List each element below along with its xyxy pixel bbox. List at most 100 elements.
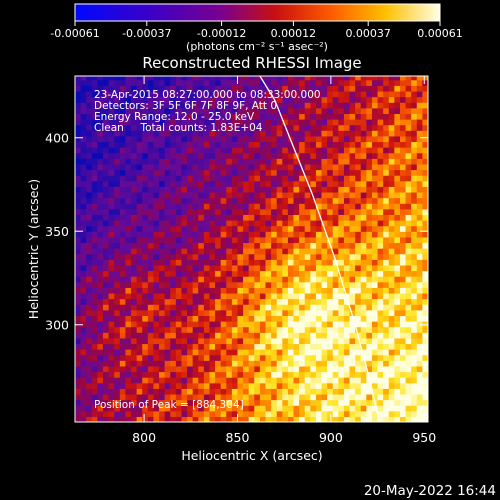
heatmap-cell bbox=[366, 371, 373, 378]
heatmap-cell bbox=[310, 326, 317, 333]
heatmap-cell bbox=[265, 410, 272, 417]
heatmap-cell bbox=[360, 141, 367, 148]
heatmap-cell bbox=[265, 225, 272, 232]
heatmap-cell bbox=[299, 76, 306, 81]
heatmap-cell bbox=[355, 169, 362, 176]
heatmap-cell bbox=[366, 337, 373, 345]
heatmap-cell bbox=[131, 298, 138, 305]
heatmap-cell bbox=[287, 405, 295, 412]
heatmap-cell bbox=[80, 326, 87, 333]
heatmap-cell bbox=[287, 365, 295, 373]
heatmap-cell bbox=[411, 399, 418, 406]
heatmap-cell bbox=[125, 107, 132, 115]
heatmap-cell bbox=[338, 309, 345, 316]
heatmap-cell bbox=[360, 208, 367, 215]
heatmap-cell bbox=[254, 410, 261, 417]
heatmap-cell bbox=[175, 107, 183, 115]
heatmap-cell bbox=[388, 253, 395, 260]
heatmap-cell bbox=[142, 304, 149, 311]
heatmap-cell bbox=[142, 85, 149, 92]
heatmap-cell bbox=[237, 315, 244, 322]
heatmap-cell bbox=[265, 203, 272, 210]
heatmap-cell bbox=[405, 377, 412, 384]
heatmap-cell bbox=[388, 152, 395, 159]
heatmap-cell bbox=[416, 309, 423, 316]
heatmap-cell bbox=[220, 220, 227, 227]
heatmap-cell bbox=[349, 197, 356, 204]
heatmap-cell bbox=[80, 270, 87, 277]
heatmap-cell bbox=[366, 343, 373, 350]
heatmap-cell bbox=[125, 371, 132, 378]
heatmap-cell bbox=[114, 248, 121, 255]
heatmap-cell bbox=[293, 180, 300, 187]
heatmap-cell bbox=[422, 197, 428, 204]
heatmap-cell bbox=[75, 416, 82, 422]
heatmap-cell bbox=[136, 337, 143, 345]
heatmap-cell bbox=[114, 197, 121, 204]
heatmap-cell bbox=[371, 113, 379, 120]
heatmap-cell bbox=[299, 242, 306, 249]
heatmap-cell bbox=[209, 304, 216, 311]
heatmap-cell bbox=[86, 377, 93, 384]
heatmap-cell bbox=[399, 304, 407, 311]
heatmap-cell bbox=[75, 270, 82, 277]
heatmap-cell bbox=[170, 130, 177, 137]
heatmap-cell bbox=[164, 113, 171, 120]
heatmap-cell bbox=[125, 298, 132, 305]
heatmap-cell bbox=[371, 130, 379, 137]
heatmap-cell bbox=[86, 410, 93, 417]
heatmap-cell bbox=[209, 354, 216, 361]
annotation-peak-position: Position of Peak = [884,304] bbox=[94, 399, 244, 411]
heatmap-cell bbox=[153, 214, 160, 221]
heatmap-cell bbox=[332, 416, 339, 422]
heatmap-cell bbox=[192, 388, 199, 395]
heatmap-cell bbox=[243, 175, 250, 182]
heatmap-cell bbox=[147, 107, 155, 115]
heatmap-cell bbox=[366, 90, 373, 98]
heatmap-cell bbox=[304, 276, 311, 283]
heatmap-cell bbox=[299, 270, 306, 277]
heatmap-cell bbox=[91, 292, 99, 300]
heatmap-cell bbox=[377, 371, 384, 378]
heatmap-cell bbox=[299, 382, 306, 389]
heatmap-cell bbox=[383, 253, 390, 260]
heatmap-cell bbox=[343, 326, 351, 333]
heatmap-cell bbox=[187, 270, 194, 277]
heatmap-cell bbox=[181, 102, 188, 109]
heatmap-cell bbox=[315, 124, 323, 131]
heatmap-cell bbox=[153, 332, 160, 339]
heatmap-cell bbox=[147, 191, 155, 199]
heatmap-cell bbox=[259, 349, 267, 356]
heatmap-cell bbox=[97, 354, 104, 361]
heatmap-cell bbox=[226, 236, 233, 244]
heatmap-cell bbox=[338, 242, 345, 249]
heatmap-cell bbox=[259, 152, 267, 159]
heatmap-cell bbox=[147, 158, 155, 165]
heatmap-cell bbox=[265, 130, 272, 137]
heatmap-cell bbox=[220, 191, 227, 199]
heatmap-cell bbox=[220, 270, 227, 277]
heatmap-cell bbox=[192, 85, 199, 92]
heatmap-cell bbox=[411, 135, 418, 143]
heatmap-cell bbox=[293, 253, 300, 260]
heatmap-cell bbox=[293, 354, 300, 361]
heatmap-cell bbox=[147, 175, 155, 182]
heatmap-cell bbox=[343, 371, 351, 378]
heatmap-cell bbox=[411, 186, 418, 193]
heatmap-cell bbox=[271, 119, 278, 126]
heatmap-cell bbox=[327, 147, 334, 154]
heatmap-cell bbox=[170, 76, 177, 81]
heatmap-cell bbox=[377, 197, 384, 204]
heatmap-cell bbox=[198, 259, 205, 266]
heatmap-cell bbox=[271, 203, 278, 210]
heatmap-cell bbox=[383, 180, 390, 187]
heatmap-cell bbox=[265, 79, 272, 86]
heatmap-cell bbox=[97, 326, 104, 333]
heatmap-cell bbox=[254, 405, 261, 412]
heatmap-cell bbox=[321, 79, 328, 86]
heatmap-cell bbox=[259, 377, 267, 384]
heatmap-cell bbox=[170, 175, 177, 182]
heatmap-cell bbox=[237, 321, 244, 328]
heatmap-cell bbox=[159, 197, 166, 204]
heatmap-cell bbox=[125, 147, 132, 154]
